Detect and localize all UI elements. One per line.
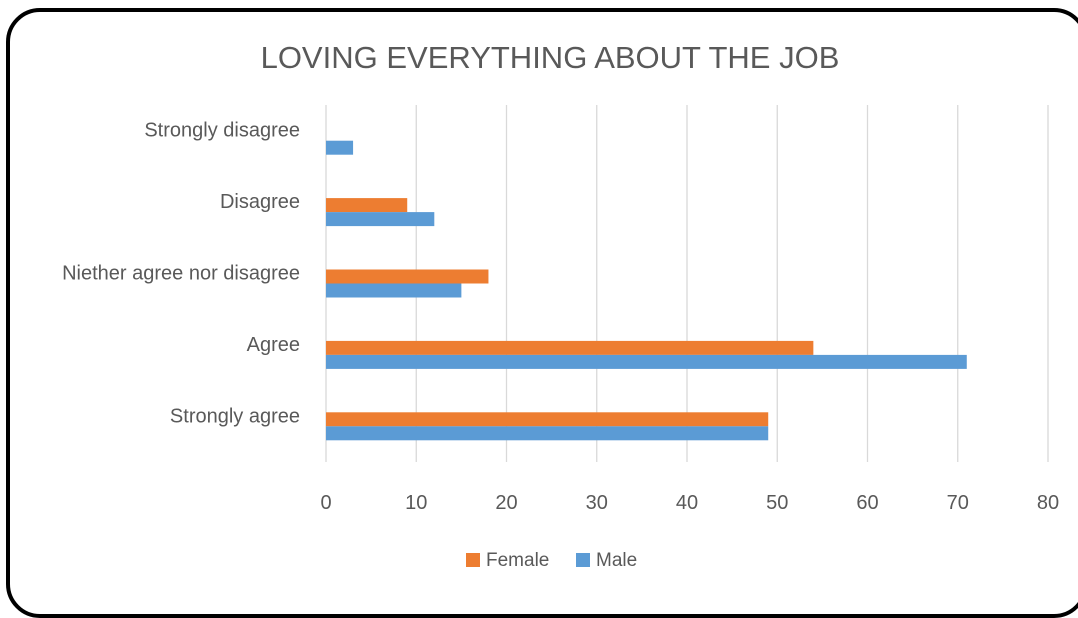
- chart-frame: [6, 8, 1078, 618]
- x-tick-label: 10: [405, 492, 427, 514]
- x-tick-labels: 0 10 20 30 40 50 60 70 80: [320, 492, 1059, 514]
- bar-female: [326, 198, 408, 213]
- category-label: Niether agree nor disagree: [62, 263, 300, 285]
- legend-label-male: Male: [596, 550, 637, 571]
- chart-title: LOVING EVERYTHING ABOUT THE JOB: [261, 40, 840, 75]
- x-tick-label: 40: [676, 492, 698, 514]
- category-label: Disagree: [220, 191, 300, 213]
- bar-female: [326, 269, 489, 284]
- x-tick-label: 20: [495, 492, 517, 514]
- x-tick-label: 80: [1037, 492, 1059, 514]
- bar-male: [326, 354, 967, 369]
- bar-female: [326, 340, 814, 355]
- bar-male: [326, 140, 354, 155]
- bar-female: [326, 412, 769, 427]
- bar-chart: LOVING EVERYTHING ABOUT THE JOB Strongly…: [62, 40, 1059, 571]
- x-tick-label: 60: [856, 492, 878, 514]
- x-tick-label: 50: [766, 492, 788, 514]
- legend-label-female: Female: [486, 550, 549, 571]
- x-tick-label: 70: [947, 492, 969, 514]
- category-label: Strongly agree: [170, 405, 300, 427]
- bars: [326, 140, 967, 441]
- category-label: Agree: [247, 334, 300, 356]
- legend-swatch-male: [576, 553, 590, 567]
- bar-male: [326, 426, 769, 441]
- legend-swatch-female: [466, 553, 480, 567]
- bar-male: [326, 212, 435, 227]
- category-label: Strongly disagree: [144, 120, 300, 142]
- legend: Female Male: [466, 550, 637, 571]
- bar-male: [326, 283, 462, 298]
- x-tick-label: 30: [586, 492, 608, 514]
- x-tick-label: 0: [320, 492, 331, 514]
- category-labels: Strongly disagree Disagree Niether agree n…: [62, 120, 300, 428]
